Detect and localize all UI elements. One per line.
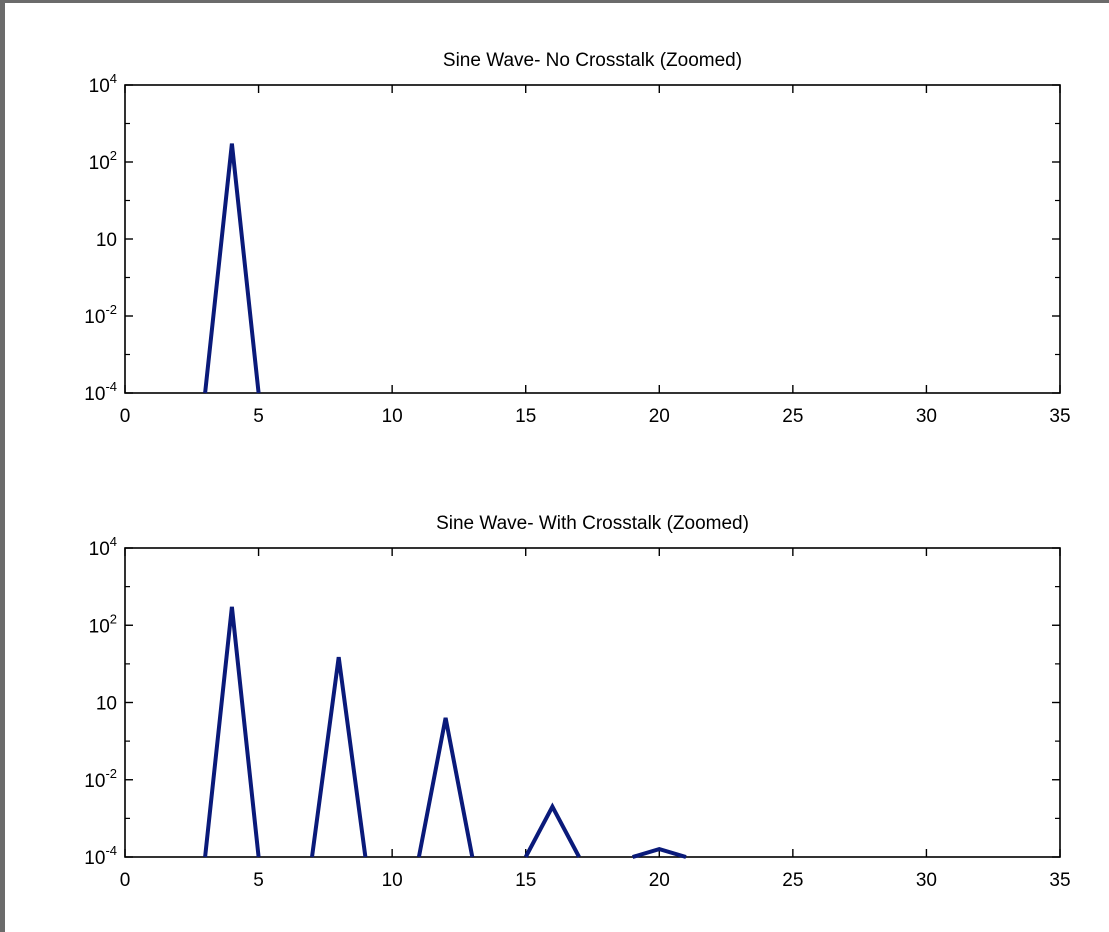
x-tick-label: 10 <box>382 406 403 427</box>
y-tick-label: 10-4 <box>84 379 117 405</box>
plot-area-frame <box>124 84 1061 394</box>
x-tick-label: 20 <box>649 870 670 891</box>
x-tick-label: 15 <box>515 870 536 891</box>
x-tick-label: 25 <box>782 870 803 891</box>
x-tick-label: 15 <box>515 406 536 427</box>
y-tick-label: 102 <box>89 148 117 174</box>
y-tick-label: 10 <box>96 230 117 251</box>
x-tick-label: 0 <box>120 406 131 427</box>
x-tick-label: 35 <box>1049 870 1070 891</box>
x-tick-label: 25 <box>782 406 803 427</box>
x-tick-label: 20 <box>649 406 670 427</box>
x-tick-label: 10 <box>382 870 403 891</box>
y-tick-label: 104 <box>89 534 117 560</box>
chart-panel-1: Sine Wave- No Crosstalk (Zoomed) 0 5 10 15 20… <box>84 50 1070 427</box>
series-peak-1 <box>203 606 261 858</box>
series-peak-4 <box>523 802 581 858</box>
series-peak-2 <box>310 656 368 858</box>
x-tick-label: 5 <box>253 406 264 427</box>
y-tick-label: 102 <box>89 611 117 637</box>
chart-panel-2: Sine Wave- With Crosstalk (Zoomed) 0 5 10 15… <box>84 513 1070 891</box>
chart-title: Sine Wave- With Crosstalk (Zoomed) <box>436 513 749 534</box>
y-tick-label: 10-4 <box>84 843 117 869</box>
series-peak-3 <box>416 717 475 858</box>
x-tick-label: 0 <box>120 870 131 891</box>
series-peak-1 <box>203 143 261 394</box>
y-tick-label: 10-2 <box>84 766 117 792</box>
x-tick-label: 35 <box>1049 406 1070 427</box>
plot-area-frame <box>124 547 1061 858</box>
x-tick-label: 5 <box>253 870 264 891</box>
y-tick-label: 10-2 <box>84 302 117 328</box>
x-tick-label: 30 <box>916 870 937 891</box>
y-tick-label: 104 <box>89 71 117 97</box>
y-tick-label: 10 <box>96 694 117 715</box>
chart-title: Sine Wave- No Crosstalk (Zoomed) <box>443 50 742 71</box>
series-peak-5 <box>632 847 687 859</box>
x-tick-label: 30 <box>916 406 937 427</box>
